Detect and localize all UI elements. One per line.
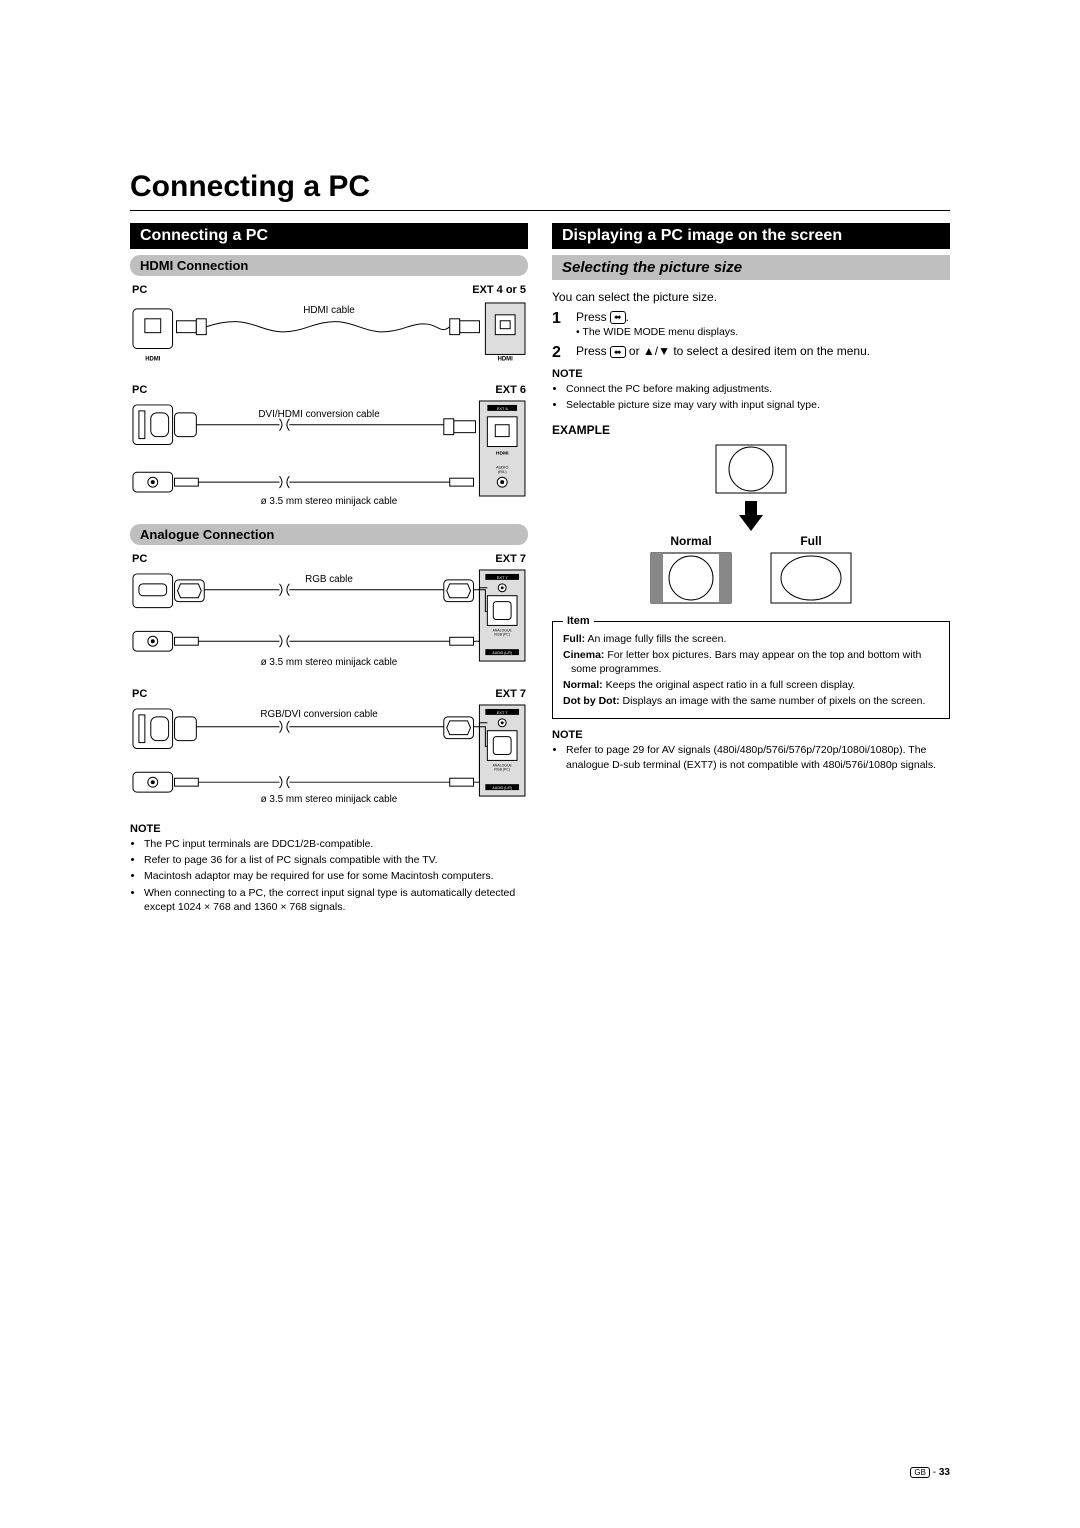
svg-text:RGB cable: RGB cable (305, 574, 353, 585)
wide-mode-icon: ⬌ (610, 346, 626, 359)
step2-mid: or (626, 344, 643, 358)
step2-suffix: to select a desired item on the menu. (670, 344, 870, 358)
left-note-list: The PC input terminals are DDC1/2B-compa… (130, 837, 528, 914)
svg-text:HDMI: HDMI (496, 451, 509, 457)
right-note1-list: Connect the PC before making adjustments… (552, 382, 950, 412)
svg-text:ø 3.5 mm stereo minijack cable: ø 3.5 mm stereo minijack cable (261, 794, 398, 805)
page-number: GB - 33 (910, 1467, 950, 1478)
step2-prefix: Press (576, 344, 610, 358)
updown-arrows: ▲/▼ (643, 344, 670, 358)
svg-text:EXT 7: EXT 7 (497, 575, 508, 580)
step-2: 2 Press ⬌ or ▲/▼ to select a desired ite… (552, 344, 950, 362)
left-note-item: When connecting to a PC, the correct inp… (144, 886, 528, 914)
analogue-diagram-2-svg: EXT 7 ANALOGUE RGB (PC) AUDIO (L/R) RGB/… (130, 702, 528, 808)
right-section-bar: Displaying a PC image on the screen (552, 223, 950, 249)
svg-text:ø 3.5 mm stereo minijack cable: ø 3.5 mm stereo minijack cable (261, 496, 398, 507)
hdmi-diagram-2: PC EXT 6 EXT 6 HDMI AUDIO (R/ (130, 384, 528, 514)
picture-size-subtitle: Selecting the picture size (552, 255, 950, 280)
step1-prefix: Press (576, 310, 610, 324)
hdmi-subtitle: HDMI Connection (130, 255, 528, 276)
svg-text:AUDIO (L/R): AUDIO (L/R) (492, 651, 512, 655)
title-rule (130, 210, 950, 211)
item-row: Normal: Keeps the original aspect ratio … (563, 678, 939, 692)
analogue-diagram-2: PC EXT 7 EXT 7 ANALOGUE RGB (PC) (130, 688, 528, 813)
two-column-layout: Connecting a PC HDMI Connection PC EXT 4… (130, 223, 950, 916)
left-section-bar: Connecting a PC (130, 223, 528, 249)
right-note1-head: NOTE (552, 368, 950, 380)
svg-text:HDMI: HDMI (145, 356, 160, 362)
svg-text:EXT 7: EXT 7 (497, 710, 508, 715)
item-row: Cinema: For letter box pictures. Bars ma… (563, 648, 939, 676)
analogue-diagram-1: PC EXT 7 EXT 7 ANALOGUE RGB (PC) AUDIO (130, 553, 528, 678)
left-note-item: Refer to page 36 for a list of PC signal… (144, 853, 528, 867)
item-box: Item Full: An image fully fills the scre… (552, 621, 950, 720)
left-note-head: NOTE (130, 823, 528, 835)
right-note2-list: Refer to page 29 for AV signals (480i/48… (552, 743, 950, 771)
svg-text:AUDIO (L/R): AUDIO (L/R) (492, 786, 512, 790)
d1-ext-label: EXT 4 or 5 (472, 284, 526, 296)
picture-size-intro: You can select the picture size. (552, 290, 950, 304)
left-column: Connecting a PC HDMI Connection PC EXT 4… (130, 223, 528, 916)
svg-text:RGB (PC): RGB (PC) (494, 632, 510, 636)
hdmi-diagram-1: PC EXT 4 or 5 HDMI HDMI HDMI (130, 284, 528, 374)
item-row: Dot by Dot: Displays an image with the s… (563, 694, 939, 708)
page-title: Connecting a PC (130, 170, 950, 204)
svg-text:Normal: Normal (670, 534, 711, 548)
hdmi-diagram-1-svg: HDMI HDMI HDMI cable (130, 298, 528, 369)
item-box-title: Item (563, 614, 594, 629)
svg-text:HDMI cable: HDMI cable (303, 305, 355, 316)
d2-ext-label: EXT 6 (495, 384, 526, 396)
step-num-1: 1 (552, 310, 568, 328)
step-1-body: Press ⬌. • The WIDE MODE menu displays. (576, 310, 950, 338)
svg-text:HDMI: HDMI (498, 356, 513, 362)
svg-text:(R/L): (R/L) (498, 470, 507, 475)
svg-text:ø 3.5 mm stereo minijack cable: ø 3.5 mm stereo minijack cable (261, 657, 398, 668)
d2-pc-label: PC (132, 384, 147, 396)
steps: 1 Press ⬌. • The WIDE MODE menu displays… (552, 310, 950, 362)
right-note2-item: Refer to page 29 for AV signals (480i/48… (566, 743, 950, 771)
svg-text:RGB/DVI conversion cable: RGB/DVI conversion cable (260, 709, 378, 720)
left-note-item: The PC input terminals are DDC1/2B-compa… (144, 837, 528, 851)
analogue-subtitle: Analogue Connection (130, 524, 528, 545)
example-diagram: Normal Full (621, 441, 881, 611)
hdmi-diagram-2-svg: EXT 6 HDMI AUDIO (R/L) DVI/HDMI conversi… (130, 398, 528, 509)
left-note-item: Macintosh adaptor may be required for us… (144, 869, 528, 883)
right-note1-item: Selectable picture size may vary with in… (566, 398, 950, 412)
svg-text:EXT 6: EXT 6 (497, 406, 509, 411)
d4-pc-label: PC (132, 688, 147, 700)
step-2-body: Press ⬌ or ▲/▼ to select a desired item … (576, 344, 950, 358)
wide-mode-icon: ⬌ (610, 311, 626, 324)
d3-ext-label: EXT 7 (495, 553, 526, 565)
d4-ext-label: EXT 7 (495, 688, 526, 700)
right-column: Displaying a PC image on the screen Sele… (552, 223, 950, 916)
d3-pc-label: PC (132, 553, 147, 565)
step-num-2: 2 (552, 344, 568, 362)
step1-suffix: . (626, 310, 629, 324)
svg-text:DVI/HDMI conversion cable: DVI/HDMI conversion cable (258, 409, 380, 420)
item-row: Full: An image fully fills the screen. (563, 632, 939, 646)
step1-sub: • The WIDE MODE menu displays. (576, 326, 950, 338)
step-1: 1 Press ⬌. • The WIDE MODE menu displays… (552, 310, 950, 338)
example-head: EXAMPLE (552, 423, 950, 437)
page-num-value: 33 (939, 1467, 950, 1478)
analogue-diagram-1-svg: EXT 7 ANALOGUE RGB (PC) AUDIO (L/R) RGB … (130, 567, 528, 673)
right-note1-item: Connect the PC before making adjustments… (566, 382, 950, 396)
d1-pc-label: PC (132, 284, 147, 296)
right-note2-head: NOTE (552, 729, 950, 741)
svg-text:Full: Full (800, 534, 821, 548)
gb-mark: GB (910, 1467, 930, 1478)
svg-text:RGB (PC): RGB (PC) (494, 767, 510, 771)
